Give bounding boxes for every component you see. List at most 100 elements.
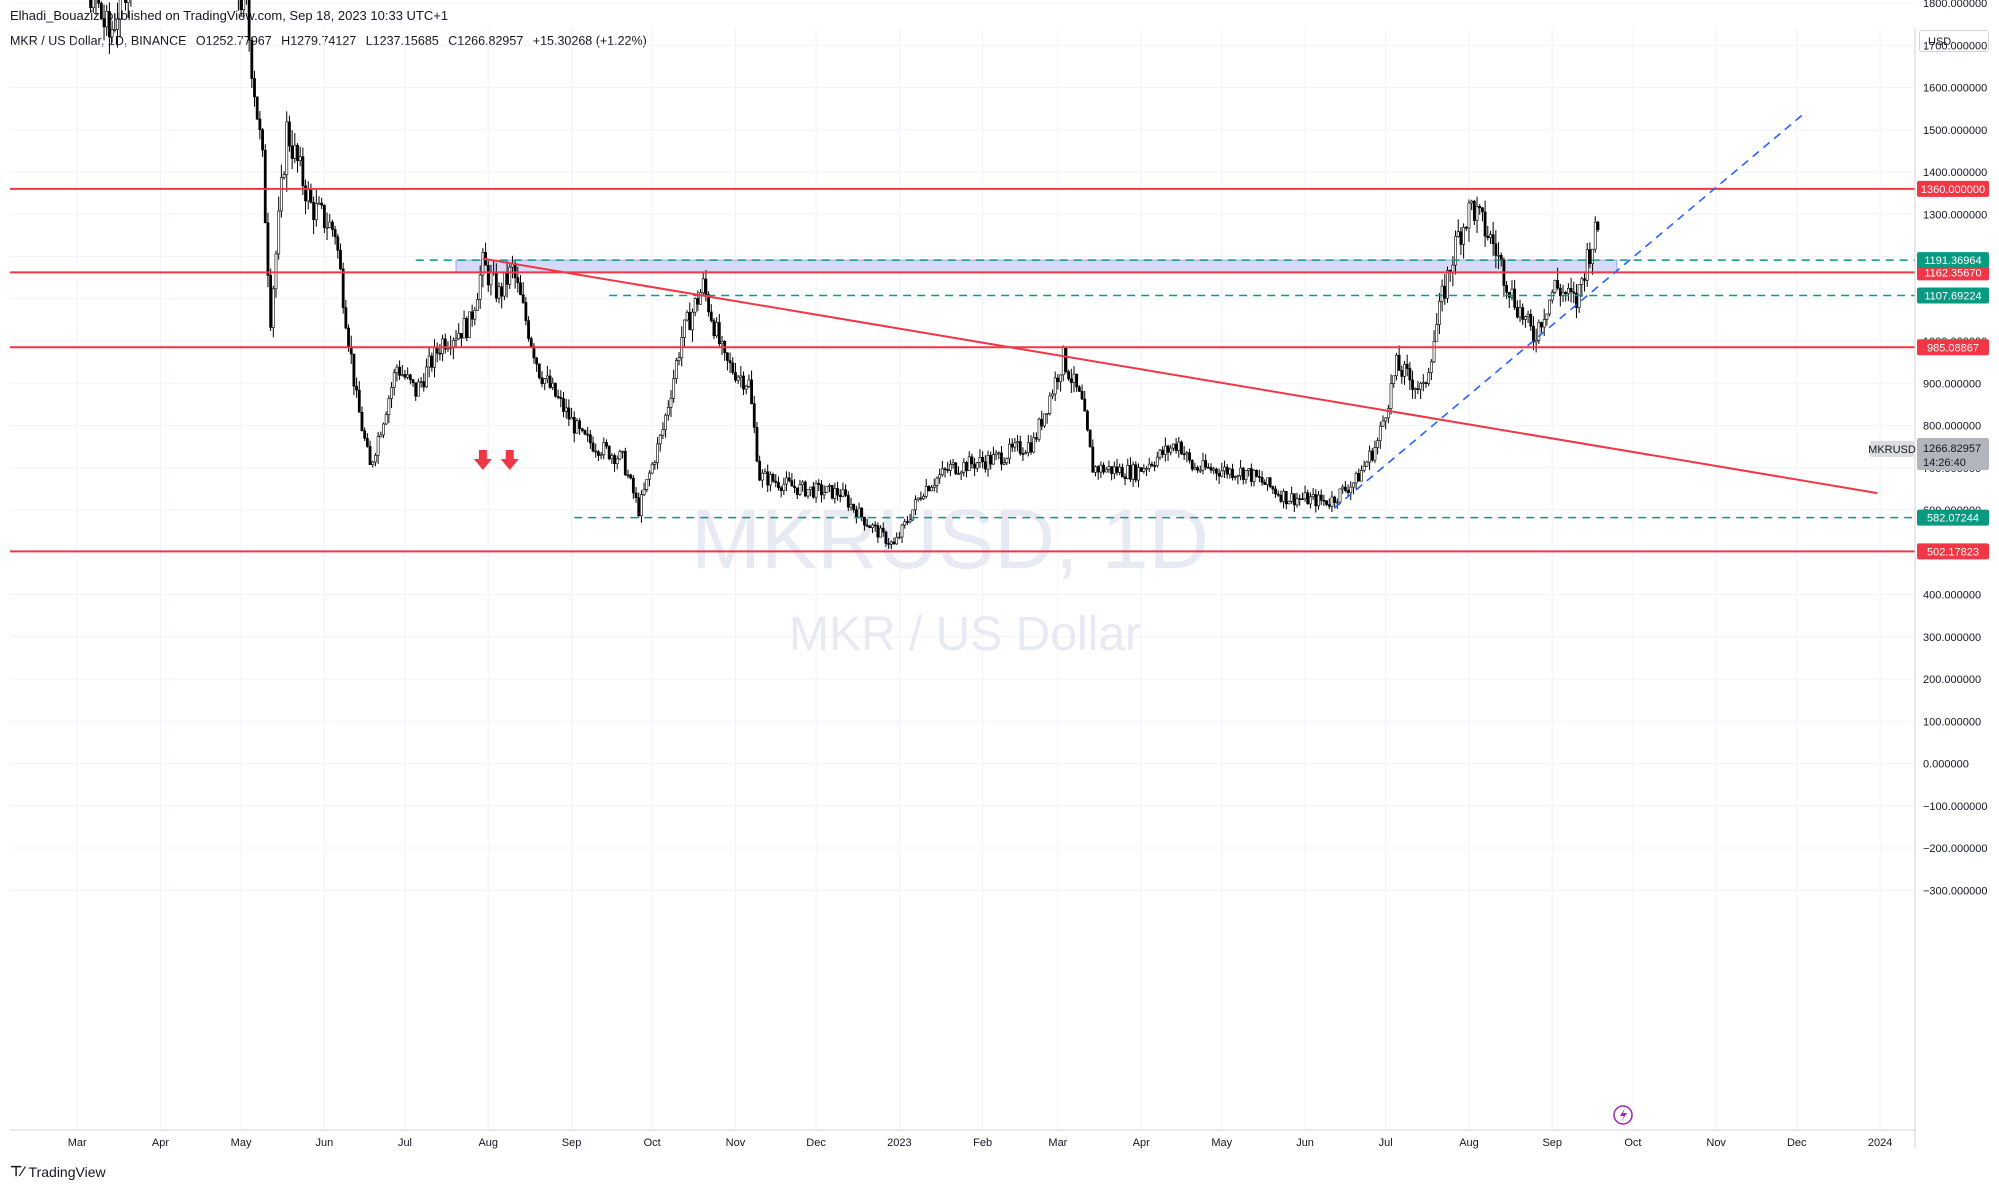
alert-icon-circle[interactable] — [1613, 1105, 1633, 1125]
resistance-zone[interactable] — [455, 259, 1618, 273]
candle-body — [489, 272, 493, 286]
uptrend-line[interactable] — [1334, 112, 1806, 509]
time-axis-labels[interactable]: Mar Apr May Jun Jul Aug Sep Oct Nov Dec 2023 Feb Mar… — [68, 1137, 1893, 1149]
candle-body — [940, 468, 944, 476]
candle-body — [626, 474, 630, 477]
time-tick-label[interactable]: 2024 — [1868, 1137, 1892, 1149]
candle-body — [1491, 234, 1495, 245]
candle-body — [1147, 463, 1151, 469]
price-tick-label[interactable]: −100.000000 — [1923, 801, 1988, 813]
candle-body — [1300, 498, 1304, 501]
time-tick-label[interactable]: Sep — [1542, 1137, 1562, 1149]
candle-body — [777, 482, 780, 489]
candle-body — [1013, 442, 1017, 448]
tradingview-logo[interactable]: ⊤⁄ TradingView — [10, 1163, 106, 1180]
candle-body — [696, 298, 700, 305]
currency-button[interactable]: USD — [1919, 30, 1989, 52]
candle-body — [951, 462, 955, 465]
time-tick-label[interactable]: Jul — [398, 1137, 412, 1149]
candle-body — [279, 177, 283, 212]
trend-lines[interactable] — [482, 112, 1878, 509]
time-tick-label[interactable]: May — [1211, 1137, 1232, 1149]
candle-body — [360, 411, 364, 432]
candle-body — [481, 252, 485, 276]
price-tick-label[interactable]: 1600.000000 — [1923, 83, 1987, 95]
candle-body — [1225, 466, 1229, 475]
candle-body — [1446, 270, 1449, 299]
candle-body — [634, 492, 638, 498]
time-tick-label[interactable]: Aug — [1459, 1137, 1479, 1149]
price-tick-label[interactable]: 1500.000000 — [1923, 125, 1987, 137]
price-tick-label[interactable]: −200.000000 — [1923, 843, 1988, 855]
time-tick-label[interactable]: Apr — [152, 1137, 169, 1149]
candle-body — [836, 488, 839, 496]
candle-body — [457, 333, 461, 340]
time-tick-label[interactable]: Nov — [726, 1137, 746, 1149]
candle-body — [1596, 221, 1600, 230]
downtrend-line[interactable] — [482, 257, 1878, 495]
price-tag-bg — [1917, 252, 1989, 269]
candle-body — [1443, 285, 1447, 299]
candle-body — [102, 18, 106, 28]
alert-lightning-icon[interactable] — [1613, 1105, 1633, 1125]
price-tag-label: 582.07244 — [1927, 513, 1979, 525]
candle-body — [965, 462, 968, 472]
time-tick-label[interactable]: Oct — [1624, 1137, 1641, 1149]
price-tick-label[interactable]: 100.000000 — [1923, 716, 1981, 728]
time-tick-label[interactable]: Feb — [973, 1137, 992, 1149]
candle-body — [1416, 388, 1420, 390]
time-tick-label[interactable]: Sep — [562, 1137, 582, 1149]
candle-body — [1209, 467, 1213, 471]
price-tick-label[interactable]: −300.000000 — [1923, 885, 1988, 897]
price-tick-label[interactable]: 1800.000000 — [1923, 0, 1987, 10]
time-tick-label[interactable]: May — [231, 1137, 252, 1149]
time-tick-label[interactable]: Dec — [1787, 1137, 1807, 1149]
candle-body — [519, 282, 522, 296]
price-tick-label[interactable]: 900.000000 — [1923, 378, 1981, 390]
candle-body — [1384, 417, 1388, 422]
time-tick-label[interactable]: Oct — [644, 1137, 661, 1149]
candle-body — [1317, 494, 1320, 507]
time-tick-label[interactable]: Mar — [1048, 1137, 1067, 1149]
price-tick-label[interactable]: 800.000000 — [1923, 421, 1981, 433]
candle-body — [1314, 494, 1318, 507]
price-tick-label[interactable]: 1400.000000 — [1923, 167, 1987, 179]
time-tick-label[interactable]: Dec — [806, 1137, 826, 1149]
horizontal-levels[interactable] — [10, 187, 1915, 553]
candle-body — [1104, 468, 1108, 473]
candle-body — [462, 318, 466, 339]
time-tick-label[interactable]: Jul — [1379, 1137, 1393, 1149]
candle-body — [841, 489, 845, 498]
time-tick-label[interactable]: Apr — [1133, 1137, 1150, 1149]
candle-body — [395, 366, 399, 374]
candle-body — [871, 524, 874, 529]
resistance-zone-rect[interactable] — [455, 259, 1618, 273]
candle-body — [793, 485, 796, 489]
candle-body — [973, 463, 976, 469]
symbol-description[interactable]: MKR / US Dollar, 1D, BINANCE — [10, 34, 187, 48]
price-tick-label[interactable]: 0.000000 — [1923, 759, 1969, 771]
price-tick-label[interactable]: 1700.000000 — [1923, 40, 1987, 52]
time-tick-label[interactable]: Aug — [478, 1137, 498, 1149]
candle-body — [607, 445, 611, 460]
candle-body — [717, 322, 721, 344]
time-tick-label[interactable]: Nov — [1706, 1137, 1726, 1149]
candle-body — [532, 345, 536, 359]
price-tick-label[interactable]: 200.000000 — [1923, 674, 1981, 686]
price-tick-label[interactable]: 400.000000 — [1923, 590, 1981, 602]
candle-body — [1249, 468, 1253, 482]
candle-body — [1193, 467, 1197, 470]
time-tick-label[interactable]: Jun — [1296, 1137, 1314, 1149]
candle-body — [1037, 418, 1041, 440]
time-tick-label[interactable]: 2023 — [887, 1137, 911, 1149]
price-tick-label[interactable]: 300.000000 — [1923, 632, 1981, 644]
time-tick-label[interactable]: Mar — [68, 1137, 87, 1149]
candle-body — [425, 366, 428, 388]
high-value: H1279.74127 — [281, 34, 357, 48]
candle-body — [1177, 441, 1181, 451]
time-tick-label[interactable]: Jun — [315, 1137, 333, 1149]
candle-body — [1499, 254, 1503, 261]
candle-body — [1429, 361, 1433, 373]
price-tick-label[interactable]: 1300.000000 — [1923, 209, 1987, 221]
